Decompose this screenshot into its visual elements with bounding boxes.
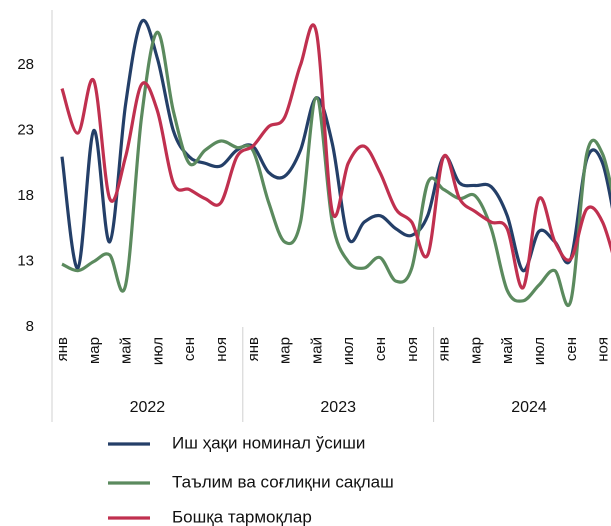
series-line	[61, 30, 611, 307]
x-tick-label: ноя	[404, 337, 421, 362]
x-tick-label: июл	[340, 337, 357, 365]
x-tick-label: июл	[149, 337, 166, 365]
x-tick-label: мар	[467, 337, 484, 364]
group-label: 2022	[130, 399, 166, 416]
x-tick-label: янв	[436, 337, 453, 361]
x-tick-label: май	[308, 337, 325, 364]
y-tick-label: 8	[26, 318, 34, 335]
y-tick-label: 23	[17, 121, 34, 138]
series-line	[60, 23, 611, 290]
x-tick-label: янв	[54, 337, 71, 361]
x-tick-label: сен	[372, 337, 389, 361]
group-label: 2023	[320, 399, 356, 416]
y-tick-label: 18	[17, 187, 34, 204]
x-tick-label: ноя	[213, 337, 230, 362]
x-tick-label: июл	[531, 337, 548, 365]
legend-label: Иш ҳақи номинал ўсиши	[172, 433, 365, 452]
x-tick-label: ноя	[595, 337, 611, 362]
series-line	[60, 18, 611, 273]
y-tick-label: 13	[17, 252, 34, 269]
plot-area	[60, 18, 611, 307]
y-tick-label: 28	[17, 56, 34, 73]
group-label: 2024	[511, 399, 547, 416]
x-tick-label: май	[499, 337, 516, 364]
x-tick-label: янв	[245, 337, 262, 361]
x-tick-label: мар	[277, 337, 294, 364]
legend-label: Таълим ва соғлиқни сақлаш	[172, 472, 394, 491]
x-tick-label: сен	[181, 337, 198, 361]
legend-label: Бошқа тармоқлар	[172, 507, 312, 526]
x-tick-label: сен	[563, 337, 580, 361]
x-tick-label: май	[118, 337, 135, 364]
x-tick-label: мар	[86, 337, 103, 364]
